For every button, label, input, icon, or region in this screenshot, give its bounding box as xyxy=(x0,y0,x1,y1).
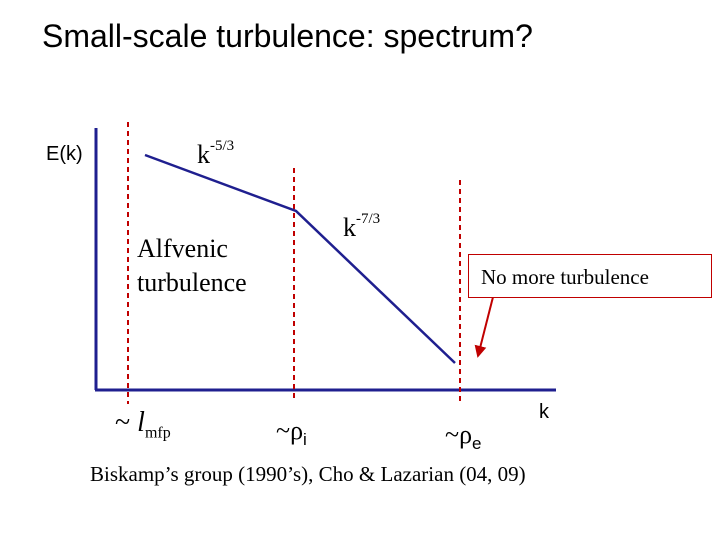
alfvenic-turbulence-label: Alfvenic turbulence xyxy=(137,232,247,300)
mfp-prefix: ~ xyxy=(115,407,138,438)
slope-label-inertial: k-5/3 xyxy=(197,138,235,170)
spectrum-line xyxy=(144,153,456,364)
callout-text: No more turbulence xyxy=(481,265,649,289)
marker-label-rho-i: ~ρi xyxy=(276,416,307,450)
slope-inertial-exponent: -5/3 xyxy=(210,138,235,154)
rho-i-subscript: i xyxy=(303,430,307,450)
slope-inertial-base: k xyxy=(197,140,210,169)
mfp-subscript: mfp xyxy=(144,424,171,442)
mfp-symbol: l xyxy=(137,407,145,438)
x-axis-label: k xyxy=(539,401,549,423)
slope-label-kinetic: k-7/3 xyxy=(343,211,381,243)
rho-e-prefix: ~ρ xyxy=(445,420,473,449)
credit-text: Biskamp’s group (1990’s), Cho & Lazarian… xyxy=(90,462,526,486)
callout-arrow xyxy=(474,296,494,358)
slope-kinetic-base: k xyxy=(343,213,356,242)
alfvenic-line-1: Alfvenic xyxy=(137,234,228,263)
rho-i-prefix: ~ρ xyxy=(276,416,304,445)
y-axis-label: E(k) xyxy=(46,143,83,165)
marker-label-mfp: ~ lmfp xyxy=(115,407,171,443)
no-turbulence-callout: No more turbulence xyxy=(468,254,712,298)
marker-label-rho-e: ~ρe xyxy=(445,420,482,454)
rho-e-subscript: e xyxy=(472,434,482,454)
slope-kinetic-exponent: -7/3 xyxy=(356,211,381,227)
slide-title: Small-scale turbulence: spectrum? xyxy=(42,18,533,54)
alfvenic-line-2: turbulence xyxy=(137,268,247,297)
